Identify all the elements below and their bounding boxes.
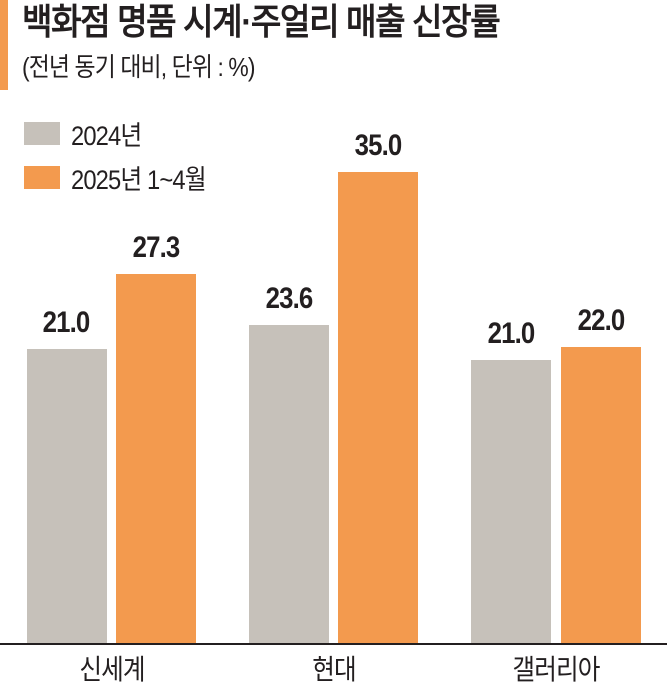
- category-label-galleria: 갤러리아: [512, 654, 600, 685]
- category-label-shinsegae: 신세계: [79, 654, 145, 685]
- legend-swatch-2025: [24, 165, 60, 189]
- chart-title: 백화점 명품 시계·주얼리 매출 신장률: [22, 1, 501, 42]
- legend-swatch-2024: [24, 121, 60, 145]
- value-label: 23.6: [265, 282, 314, 315]
- value-label: 21.0: [487, 317, 536, 350]
- value-label: 21.0: [42, 306, 91, 339]
- value-label: 27.3: [132, 231, 181, 264]
- bar-hyundai-2025: [338, 172, 418, 643]
- chart-subtitle: (전년 동기 대비, 단위 : %): [22, 52, 256, 82]
- value-label: 22.0: [577, 304, 626, 337]
- bar-shinsegae-2025: [116, 274, 196, 643]
- category-label-hyundai: 현대: [312, 654, 356, 685]
- legend-label-2025: 2025년 1~4월: [71, 164, 207, 195]
- title-accent-bar: [0, 0, 8, 90]
- bar-galleria-2025: [561, 347, 641, 643]
- bar-galleria-2024: [471, 360, 551, 643]
- bar-hyundai-2024: [249, 325, 329, 643]
- legend-item-2024: 2024년: [24, 119, 151, 151]
- bar-shinsegae-2024: [27, 349, 107, 643]
- legend-item-2025: 2025년 1~4월: [24, 163, 224, 195]
- legend-label-2024: 2024년: [71, 120, 142, 151]
- x-axis-baseline: [0, 643, 667, 645]
- value-label: 35.0: [354, 129, 403, 162]
